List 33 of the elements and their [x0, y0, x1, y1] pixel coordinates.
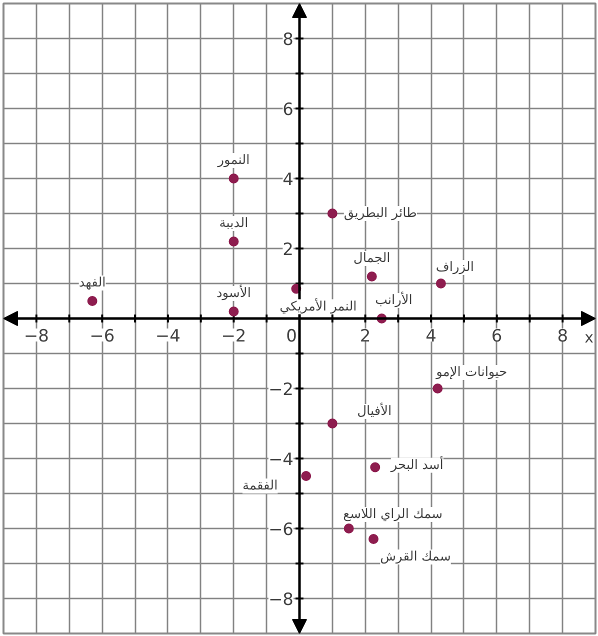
annotation: النمر الأمريكي [280, 297, 357, 314]
y-tick-label: −6 [268, 520, 294, 540]
x-tick-label: −2 [221, 326, 246, 346]
x-tick-label: −8 [24, 326, 49, 346]
x-tick-label: 6 [491, 326, 502, 346]
annotation: سمك الراي اللاسع [343, 507, 442, 522]
y-tick-label: 6 [282, 100, 294, 120]
x-axis-title: x [584, 328, 594, 346]
x-tick-label: 4 [426, 326, 436, 346]
y-tick-label: −8 [268, 590, 294, 610]
annotation: الأسود [216, 284, 251, 301]
annotation: الفقمة [242, 478, 278, 494]
y-tick-label: −4 [268, 450, 294, 470]
y-tick-label: −2 [268, 380, 294, 400]
annotation: الأرانب [375, 291, 412, 308]
y-tick-label: 4 [282, 170, 294, 190]
y-tick-label: 2 [282, 240, 294, 260]
annotation: الجمال [353, 251, 390, 266]
annotation: الزراف [436, 260, 474, 275]
x-tick-label: 8 [557, 326, 568, 346]
y-tick-label: 8 [282, 30, 294, 50]
annotation: طائر البطريق [344, 206, 417, 221]
annotation: الأفيال [357, 402, 392, 419]
annotation: الفهد [78, 276, 106, 290]
x-tick-label: 0 [286, 326, 297, 346]
annotation: سمك القرش [380, 550, 451, 564]
x-tick-label: −4 [155, 326, 180, 346]
annotation: الدببة [219, 216, 248, 231]
annotation: النمور [216, 153, 250, 168]
annotation: أسد البحر [390, 456, 444, 473]
x-tick-label: −6 [90, 326, 115, 346]
annotation: حيوانات الإمو [435, 365, 508, 380]
x-tick-label: 2 [360, 326, 371, 346]
